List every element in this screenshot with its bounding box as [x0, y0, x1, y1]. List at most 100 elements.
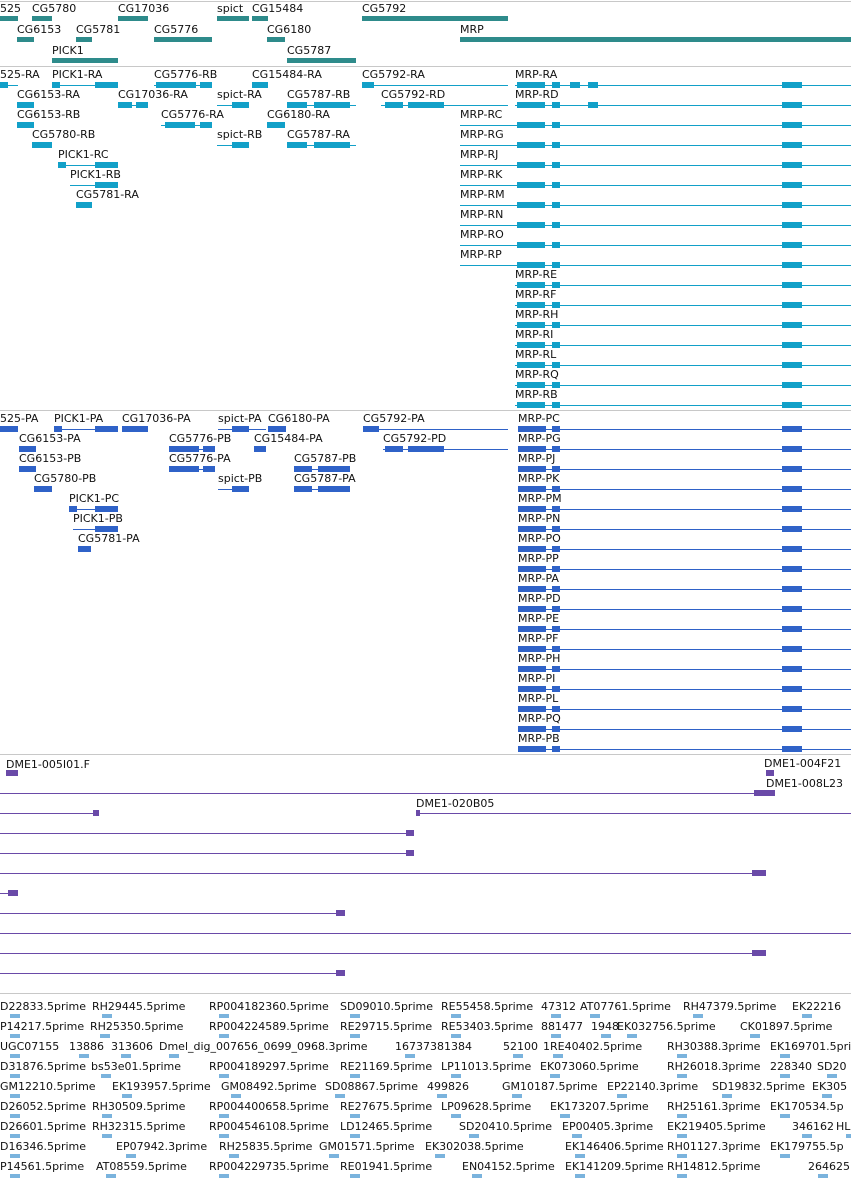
feature-label: CG5780 — [32, 2, 77, 15]
est-marker — [469, 1134, 479, 1138]
exon-block — [268, 426, 286, 432]
intron-line — [515, 405, 851, 406]
exon-block — [362, 16, 508, 21]
feature-label: RE55458.5prime — [441, 1000, 534, 1013]
feature-label: MRP-RD — [515, 88, 559, 101]
exon-block — [782, 686, 802, 692]
feature-label: RE21169.5prime — [340, 1060, 433, 1073]
intron-line — [515, 105, 851, 106]
exon-block — [252, 82, 268, 88]
intron-line — [518, 589, 851, 590]
feature-label: MRP-RL — [515, 348, 557, 361]
feature-label: MRP-PB — [518, 732, 560, 745]
feature-label: MRP-RG — [460, 128, 504, 141]
feature-label: RH47379.5prime — [683, 1000, 777, 1013]
exon-block — [552, 706, 560, 712]
exon-block — [200, 82, 212, 88]
feature-label: PICK1-RA — [52, 68, 103, 81]
feature-label: CK01897.5prime — [740, 1020, 833, 1033]
intron-line — [515, 385, 851, 386]
feature-label: MRP-PD — [518, 592, 561, 605]
feature-label: CG5787-PB — [294, 452, 357, 465]
exon-block — [95, 426, 118, 432]
intron-line — [460, 145, 851, 146]
est-marker — [513, 1054, 523, 1058]
exon-block — [782, 546, 802, 552]
est-marker — [126, 1154, 136, 1158]
feature-label: SD08867.5prime — [325, 1080, 418, 1093]
est-marker — [219, 1114, 229, 1118]
feature-label: AT07761.5prime — [580, 1000, 671, 1013]
est-marker — [10, 1114, 20, 1118]
est-marker — [693, 1014, 703, 1018]
intron-line — [383, 449, 508, 450]
exon-block — [517, 142, 545, 148]
exon-block — [19, 466, 36, 472]
feature-label: RP004546108.5prime — [209, 1120, 329, 1133]
exon-block — [54, 426, 62, 432]
exon-block — [552, 606, 560, 612]
exon-block — [552, 566, 560, 572]
est-marker — [560, 1114, 570, 1118]
exon-block — [52, 58, 118, 63]
feature-label: RP004189297.5prime — [209, 1060, 329, 1073]
feature-label: 1RE40402.5prime — [543, 1040, 643, 1053]
feature-label: CG15484-PA — [254, 432, 323, 445]
exon-block — [294, 486, 312, 492]
est-marker — [219, 1134, 229, 1138]
exon-block — [517, 262, 545, 268]
feature-label: MRP-RE — [515, 268, 558, 281]
feature-label: GM10187.5prime — [502, 1080, 598, 1093]
feature-label: CG6153-RA — [17, 88, 80, 101]
est-marker — [827, 1074, 837, 1078]
intron-line — [518, 529, 851, 530]
feature-label: RH29445.5prime — [92, 1000, 186, 1013]
feature-label: 228340 — [770, 1060, 812, 1073]
feature-label: EK219405.5prime — [667, 1120, 766, 1133]
est-marker — [451, 1014, 461, 1018]
exon-block — [232, 486, 249, 492]
exon-block — [552, 362, 560, 368]
exon-block — [782, 566, 802, 572]
est-marker — [10, 1134, 20, 1138]
exon-block — [552, 202, 560, 208]
intron-line — [0, 85, 18, 86]
est-marker — [350, 1034, 360, 1038]
track-separator — [0, 754, 851, 755]
feature-label: CG5776-PA — [169, 452, 231, 465]
feature-label: CG5792-PD — [383, 432, 447, 445]
est-marker — [677, 1134, 687, 1138]
exon-block — [0, 426, 18, 432]
feature-label: MRP-PI — [518, 672, 556, 685]
est-marker — [10, 1094, 20, 1098]
est-marker — [335, 1094, 345, 1098]
exon-block — [518, 546, 546, 552]
track-separator — [0, 66, 851, 67]
est-marker — [722, 1094, 732, 1098]
feature-label: EK173207.5prime — [550, 1100, 649, 1113]
feature-label: EK032756.5prime — [617, 1020, 716, 1033]
exon-block — [588, 82, 598, 88]
feature-label: CG5787-RA — [287, 128, 350, 141]
feature-label: D26052.5prime — [0, 1100, 87, 1113]
est-marker — [822, 1094, 832, 1098]
feature-label: D22833.5prime — [0, 1000, 87, 1013]
exon-block — [69, 506, 77, 512]
est-marker — [780, 1054, 790, 1058]
est-marker — [590, 1014, 600, 1018]
feature-label: 264625 — [808, 1160, 850, 1173]
intron-line — [515, 325, 851, 326]
exon-block — [156, 82, 196, 88]
feature-label: SD19832.5prime — [712, 1080, 805, 1093]
feature-label: MRP-PJ — [518, 452, 556, 465]
intron-line — [54, 429, 118, 430]
est-marker — [102, 1014, 112, 1018]
feature-label: PICK1-RB — [70, 168, 121, 181]
exon-block — [782, 162, 802, 168]
est-marker — [780, 1074, 790, 1078]
exon-block — [752, 870, 766, 876]
est-marker — [780, 1114, 790, 1118]
feature-label: CG5780-RB — [32, 128, 96, 141]
est-marker — [329, 1154, 339, 1158]
intron-line — [518, 509, 851, 510]
